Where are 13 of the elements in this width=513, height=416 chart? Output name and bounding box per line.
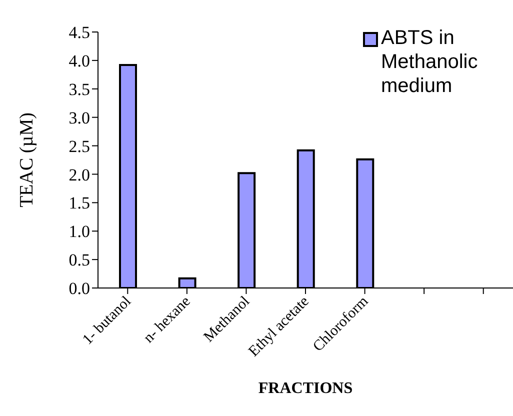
- y-tick-label: 0.5: [68, 250, 90, 270]
- legend-label: ABTS in Methanolic medium: [381, 26, 479, 98]
- y-tick-label: 3.5: [68, 80, 90, 99]
- y-tick-label: 2.5: [68, 136, 90, 156]
- y-tick-label: 1.5: [68, 194, 90, 213]
- y-axis-title: TEAC (µM): [16, 112, 38, 208]
- y-tick-label: 2.0: [68, 165, 90, 184]
- x-axis-title: FRACTIONS: [257, 380, 354, 398]
- y-tick-label: 4.0: [68, 51, 90, 70]
- y-tick-label: 0.0: [68, 279, 90, 298]
- y-tick-label: 1.0: [68, 222, 90, 242]
- y-tick-label: 4.5: [68, 23, 90, 42]
- y-tick-label: 3.0: [68, 108, 90, 128]
